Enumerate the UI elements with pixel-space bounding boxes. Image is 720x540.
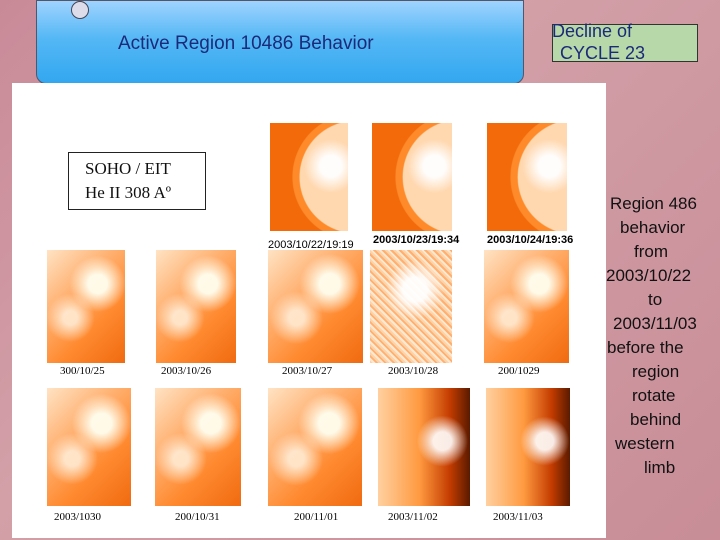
cycle-line-1: Decline of <box>552 21 633 41</box>
solar-image-2003-11-02 <box>378 388 470 506</box>
side-line: to <box>648 290 663 309</box>
caption-2003-10-28: 2003/10/28 <box>388 365 439 377</box>
side-line: Region 486 <box>610 194 697 213</box>
side-line: behavior <box>620 218 686 237</box>
caption-2003-10-25: 300/10/25 <box>60 365 105 377</box>
caption-2003-10-27: 2003/10/27 <box>282 365 333 377</box>
caption-2003-10-31: 200/10/31 <box>175 511 220 523</box>
solar-image-2003-10-23 <box>372 123 452 231</box>
caption-2003-10-29: 200/1029 <box>498 365 540 377</box>
caption-2003-10-26: 2003/10/26 <box>161 365 212 377</box>
solar-image-2003-10-26 <box>156 250 236 363</box>
side-line: before the <box>607 338 684 357</box>
side-description: Region 486 behavior from 2003/10/22 to 2… <box>604 192 720 480</box>
solar-image-2003-10-22 <box>270 123 348 231</box>
side-line: 2003/10/22 <box>606 266 692 285</box>
caption-2003-10-22: 2003/10/22/19:19 <box>268 239 354 251</box>
cycle-label: Decline of CYCLE 23 <box>552 20 696 64</box>
side-line: western <box>615 434 675 453</box>
solar-image-2003-10-29 <box>484 250 569 363</box>
solar-image-2003-10-31 <box>155 388 241 506</box>
cycle-box <box>552 24 698 62</box>
side-line: behind <box>630 410 682 429</box>
solar-image-2003-10-27 <box>268 250 363 363</box>
side-line: limb <box>644 458 676 477</box>
caption-2003-10-23: 2003/10/23/19:34 <box>373 234 460 246</box>
caption-2003-11-03: 2003/11/03 <box>493 511 543 523</box>
side-line: region <box>632 362 680 381</box>
image-panel: SOHO / EIT He II 308 Aº 2003/10/22/19:19… <box>12 83 606 538</box>
side-line: 2003/11/03 <box>613 314 697 333</box>
solar-image-2003-10-25 <box>47 250 125 363</box>
solar-image-2003-10-28 <box>370 250 452 363</box>
caption-2003-11-01: 200/11/01 <box>294 511 339 523</box>
solar-image-2003-11-01 <box>268 388 362 506</box>
solar-image-2003-10-30 <box>47 388 131 506</box>
solar-image-2003-11-03 <box>486 388 570 506</box>
title-banner <box>36 0 524 84</box>
caption-2003-11-02: 2003/11/02 <box>388 511 438 523</box>
cycle-line-2: CYCLE 23 <box>560 43 646 63</box>
side-line: rotate <box>632 386 676 405</box>
caption-2003-10-30: 2003/1030 <box>54 511 102 523</box>
instrument-line-2: He II 308 Aº <box>85 183 172 202</box>
side-line: from <box>634 242 668 261</box>
solar-image-2003-10-24 <box>487 123 567 231</box>
caption-2003-10-24: 2003/10/24/19:36 <box>487 234 574 246</box>
scroll-curl-decoration <box>71 1 89 19</box>
slide-title: Active Region 10486 Behavior <box>118 33 374 54</box>
instrument-label: SOHO / EIT He II 308 Aº <box>68 152 206 210</box>
instrument-line-1: SOHO / EIT <box>85 159 171 178</box>
